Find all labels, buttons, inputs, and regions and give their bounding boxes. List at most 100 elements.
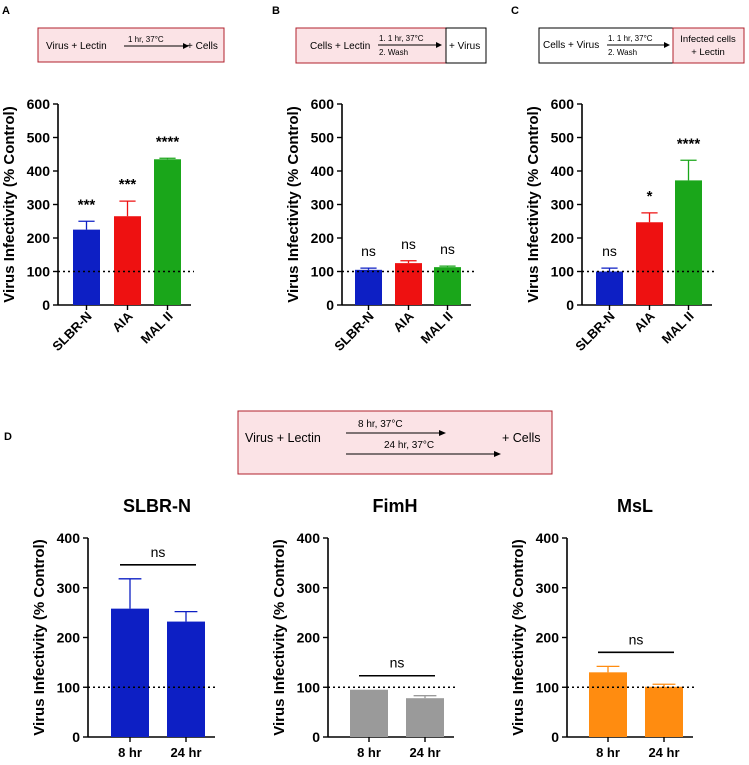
- schematic-c-arrowhead: [664, 42, 670, 48]
- y-tick-label-a: 300: [27, 197, 51, 213]
- y-tick-label-d3: 0: [551, 729, 559, 745]
- x-tick-label-d1-1: 24 hr: [170, 745, 201, 760]
- bar-d1-1: [167, 621, 205, 737]
- y-tick-label-a: 500: [27, 130, 51, 146]
- schematic-c-text1: Cells + Virus: [543, 40, 599, 51]
- chart-panel-c: 0 100 200 300 400 500 600 Virus Infectivity (% …: [525, 96, 715, 354]
- y-axis-label-d2: Virus Infectivity (% Control): [271, 539, 288, 735]
- y-tick-label-c: 0: [566, 297, 574, 313]
- schematic-c-text2a: Infected cells: [680, 34, 736, 45]
- chart-panel-a: 0 100 200 300 400 500 600 Virus Infectivity (% …: [1, 96, 194, 354]
- bar-b-0: [355, 269, 382, 305]
- y-tick-label-d1: 0: [72, 729, 80, 745]
- y-tick-label-d2: 0: [312, 729, 320, 745]
- y-tick-label-b: 300: [311, 197, 335, 213]
- schematic-b-text2: + Virus: [449, 41, 480, 52]
- comparison-label-d3: ns: [629, 631, 644, 647]
- y-tick-label-b: 0: [326, 297, 334, 313]
- x-tick-label-a-0: SLBR-N: [49, 309, 94, 354]
- y-tick-label-d1: 100: [57, 679, 81, 695]
- y-axis-label-a: Virus Infectivity (% Control): [1, 106, 18, 302]
- y-tick-label-d3: 400: [536, 530, 560, 546]
- significance-label-b-2: ns: [440, 241, 455, 257]
- y-tick-label-b: 600: [311, 96, 335, 112]
- y-tick-label-a: 400: [27, 163, 51, 179]
- bar-d3-1: [645, 686, 683, 737]
- y-tick-label-a: 100: [27, 264, 51, 280]
- y-tick-label-b: 200: [311, 230, 335, 246]
- schematic-a-text1: Virus + Lectin: [46, 41, 107, 52]
- schematic-a-text2: + Cells: [187, 41, 218, 52]
- schematic-b-step2: 2. Wash: [379, 48, 408, 57]
- y-tick-label-d3: 300: [536, 580, 560, 596]
- schematic-d-step1: 8 hr, 37°C: [358, 419, 403, 430]
- x-tick-label-b-1: AIA: [390, 308, 417, 335]
- bar-d2-0: [350, 689, 388, 737]
- y-tick-label-c: 300: [551, 197, 575, 213]
- comparison-label-d2: ns: [390, 655, 405, 671]
- chart-title-d1: SLBR-N: [123, 496, 191, 516]
- schematic-c-step1: 1. 1 hr, 37°C: [608, 34, 653, 43]
- y-tick-label-d3: 200: [536, 630, 560, 646]
- y-tick-label-c: 100: [551, 264, 575, 280]
- y-tick-label-c: 500: [551, 130, 575, 146]
- schematic-b: Cells + Lectin 1. 1 hr, 37°C 2. Wash + V…: [295, 27, 487, 64]
- schematic-d-step2: 24 hr, 37°C: [384, 440, 434, 451]
- bar-d3-0: [589, 672, 627, 737]
- schematic-b-step1: 1. 1 hr, 37°C: [379, 34, 424, 43]
- panel-letter-d: D: [4, 431, 12, 443]
- panel-letter-c: C: [511, 5, 519, 17]
- x-tick-label-d1-0: 8 hr: [118, 745, 142, 760]
- schematic-d-arrowhead1: [439, 430, 446, 436]
- y-tick-label-b: 500: [311, 130, 335, 146]
- x-tick-label-c-2: MAL II: [659, 309, 697, 347]
- significance-label-b-0: ns: [361, 243, 376, 259]
- schematic-d: Virus + Lectin 8 hr, 37°C 24 hr, 37°C + …: [237, 410, 553, 475]
- y-tick-label-d1: 400: [57, 530, 81, 546]
- significance-label-a-0: ***: [78, 196, 96, 213]
- y-tick-label-b: 400: [311, 163, 335, 179]
- x-tick-label-d3-0: 8 hr: [596, 745, 620, 760]
- significance-label-a-1: ***: [119, 176, 137, 193]
- comparison-label-d1: ns: [151, 544, 166, 560]
- schematic-b-box-white: [445, 27, 487, 64]
- bar-b-2: [434, 267, 461, 305]
- schematic-c-box-pink: [672, 27, 745, 64]
- schematic-d-arrowhead2: [494, 451, 501, 457]
- bar-b-1: [395, 263, 422, 305]
- chart-panel-b: 0 100 200 300 400 500 600 Virus Infectivity (% …: [285, 96, 474, 354]
- bar-c-2: [675, 180, 702, 305]
- x-tick-label-c-0: SLBR-N: [572, 309, 617, 354]
- schematic-c-step2: 2. Wash: [608, 48, 637, 57]
- x-tick-label-a-2: MAL II: [138, 309, 176, 347]
- x-tick-label-d3-1: 24 hr: [648, 745, 679, 760]
- x-tick-label-b-0: SLBR-N: [331, 309, 376, 354]
- y-tick-label-b: 100: [311, 264, 335, 280]
- y-tick-label-c: 600: [551, 96, 575, 112]
- schematic-b-text1: Cells + Lectin: [310, 41, 370, 52]
- x-tick-label-d2-1: 24 hr: [409, 745, 440, 760]
- chart-title-d2: FimH: [373, 496, 418, 516]
- x-tick-label-d2-0: 8 hr: [357, 745, 381, 760]
- schematic-a: Virus + Lectin 1 hr, 37°C + Cells: [37, 27, 225, 63]
- significance-label-c-1: *: [647, 188, 653, 205]
- y-axis-label-d3: Virus Infectivity (% Control): [510, 539, 527, 735]
- x-tick-label-a-1: AIA: [109, 308, 136, 335]
- y-axis-label-d1: Virus Infectivity (% Control): [31, 539, 48, 735]
- panel-letter-a: A: [2, 5, 10, 17]
- bar-d1-0: [111, 608, 149, 737]
- y-tick-label-d2: 200: [297, 630, 321, 646]
- bar-a-2: [154, 159, 181, 305]
- y-tick-label-d2: 400: [297, 530, 321, 546]
- chart-title-d3: MsL: [617, 496, 653, 516]
- significance-label-c-2: ****: [677, 135, 701, 152]
- x-tick-label-c-1: AIA: [631, 308, 658, 335]
- y-tick-label-c: 200: [551, 230, 575, 246]
- schematic-c-text2b: + Lectin: [691, 47, 725, 58]
- y-axis-label-b: Virus Infectivity (% Control): [285, 106, 302, 302]
- x-tick-label-b-2: MAL II: [418, 309, 456, 347]
- y-tick-label-d2: 100: [297, 679, 321, 695]
- chart-panel-d-slbr-n: 0 100 200 300 400 Virus Infectivity (% Contro…: [31, 496, 218, 760]
- y-tick-label-a: 0: [42, 297, 50, 313]
- bar-a-0: [73, 229, 100, 305]
